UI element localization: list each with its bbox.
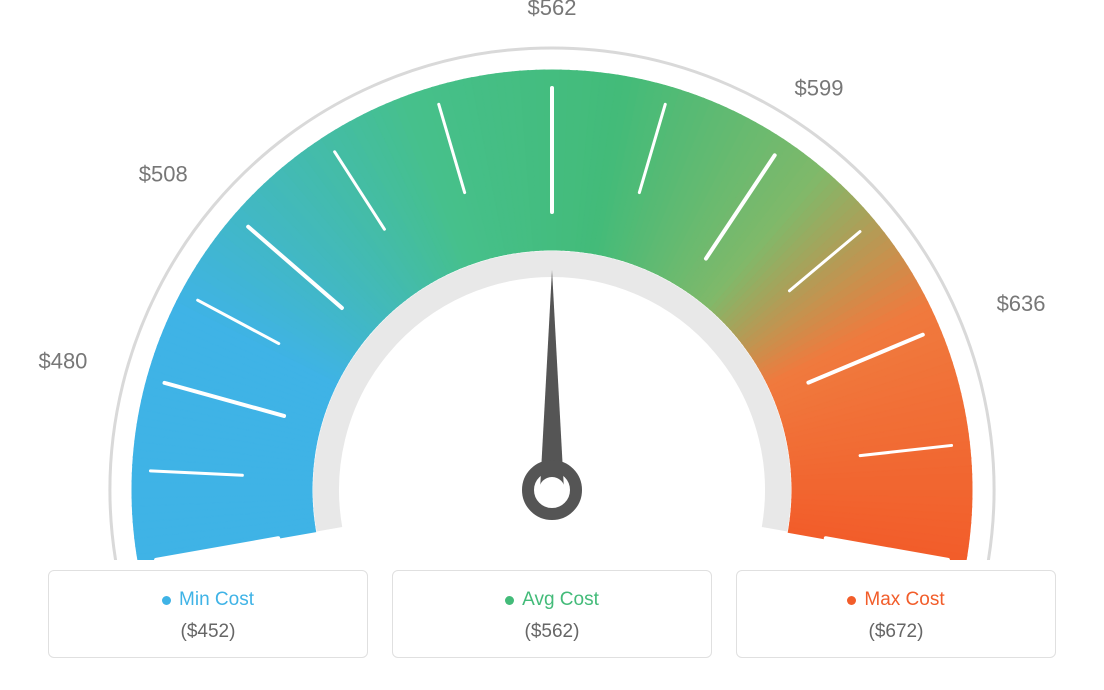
svg-text:$480: $480: [38, 349, 87, 374]
svg-text:$636: $636: [997, 291, 1046, 316]
legend-label-avg: Avg Cost: [505, 589, 599, 611]
dot-avg-icon: [505, 596, 514, 605]
legend-card-max: Max Cost ($672): [736, 570, 1056, 658]
gauge-svg: $452$480$508$562$599$636$672: [0, 0, 1104, 560]
legend-label-max: Max Cost: [847, 589, 944, 611]
legend-value-max: ($672): [747, 621, 1045, 643]
dot-min-icon: [162, 596, 171, 605]
legend-row: Min Cost ($452) Avg Cost ($562) Max Cost…: [0, 570, 1104, 658]
legend-label-min-text: Min Cost: [179, 589, 254, 611]
gauge-chart: $452$480$508$562$599$636$672: [0, 0, 1104, 560]
svg-text:$562: $562: [528, 0, 577, 20]
legend-label-avg-text: Avg Cost: [522, 589, 599, 611]
legend-card-min: Min Cost ($452): [48, 570, 368, 658]
legend-value-avg: ($562): [403, 621, 701, 643]
legend-value-min: ($452): [59, 621, 357, 643]
dot-max-icon: [847, 596, 856, 605]
legend-label-min: Min Cost: [162, 589, 254, 611]
svg-text:$508: $508: [139, 161, 188, 186]
legend-card-avg: Avg Cost ($562): [392, 570, 712, 658]
legend-label-max-text: Max Cost: [864, 589, 944, 611]
svg-text:$599: $599: [795, 76, 844, 101]
